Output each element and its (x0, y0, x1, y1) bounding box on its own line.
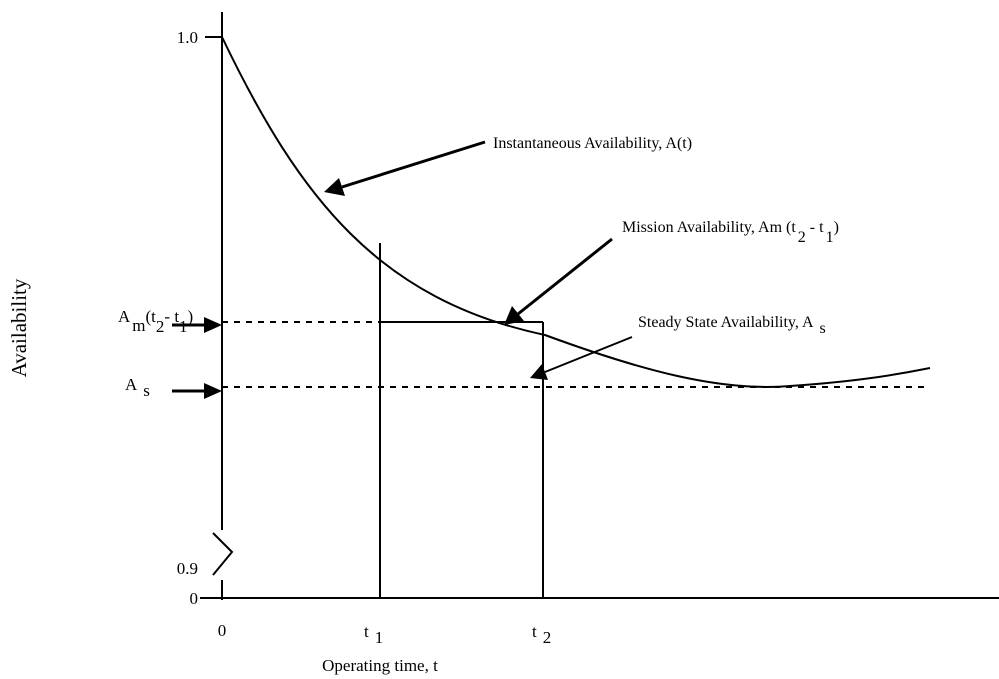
y-tick-top: 1.0 (177, 28, 198, 47)
annotation-steady-text: Steady State Availability, A (638, 314, 814, 331)
annotation-mission-text: Mission Availability, Am (t (622, 219, 796, 236)
x-axis-label: Operating time, t (322, 656, 438, 675)
y-tick-mid: 0.9 (177, 559, 198, 578)
marker-mission-arrowhead (204, 317, 222, 333)
x-tick-t2-base: t (532, 622, 537, 641)
y-axis-label: Availability (7, 278, 31, 377)
instantaneous-availability-curve (221, 36, 931, 388)
axis-break-mark (212, 532, 234, 576)
annotation-steady-sub: s (820, 320, 826, 337)
arrowhead-steady (530, 364, 548, 380)
annotation-mission-sub2: 2 (798, 229, 806, 246)
arrow-instantaneous (341, 140, 486, 189)
marker-mission-close: ) (188, 307, 194, 326)
x-tick-t2-sub: 2 (543, 628, 552, 647)
marker-mission-m: m (132, 316, 145, 335)
annotation-mission-close: ) (834, 219, 839, 236)
marker-mission-dash: - t (164, 307, 179, 326)
marker-mission-A: A (118, 307, 131, 326)
annotation-instantaneous: Instantaneous Availability, A(t) (493, 135, 692, 152)
x-tick-t1-base: t (364, 622, 369, 641)
arrowhead-instantaneous (324, 178, 345, 196)
arrow-steady (544, 336, 633, 373)
marker-mission-open: (t (146, 307, 157, 326)
annotation-mission-sub1: 1 (826, 229, 834, 246)
x-tick-t1-sub: 1 (375, 628, 384, 647)
y-tick-bottom: 0 (190, 589, 199, 608)
x-tick-origin: 0 (218, 621, 227, 640)
marker-mission-two: 2 (156, 317, 165, 336)
marker-steady-A: A (125, 375, 138, 394)
arrow-mission (517, 237, 613, 316)
annotation-mission-dash: - t (810, 219, 824, 236)
marker-steady-s: s (143, 381, 150, 400)
marker-steady-arrowhead (204, 383, 222, 399)
arrowhead-mission (504, 306, 524, 325)
annotation-steady: Steady State Availability, A s (638, 314, 826, 337)
annotation-mission: Mission Availability, Am (t2 - t1) (622, 219, 839, 246)
